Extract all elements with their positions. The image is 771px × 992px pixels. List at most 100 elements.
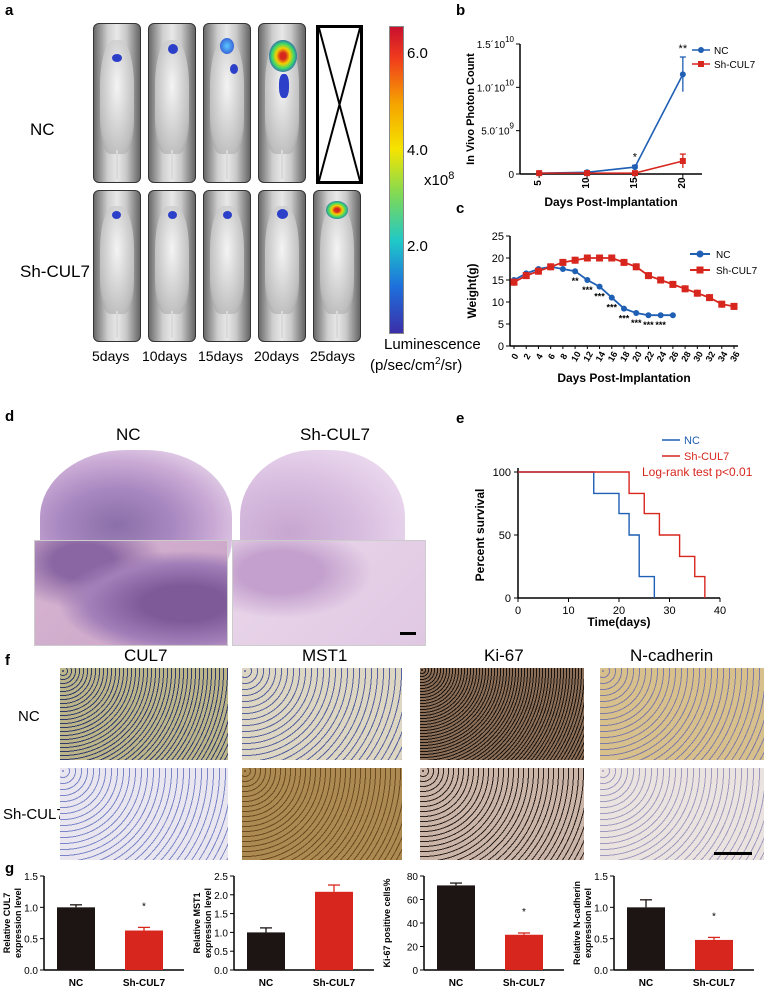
- mouse-image-sh-10days: [148, 190, 196, 342]
- ihc-nc-mst1: [242, 668, 402, 760]
- ihc-nc-ncadherin: [600, 668, 764, 760]
- y-axis-label-1: Relative MST1: [192, 892, 202, 953]
- colorbar-scale: x108: [424, 170, 454, 189]
- data-point: [632, 263, 640, 271]
- x-tick-label: 15: [629, 177, 640, 189]
- significance-mark: ***: [607, 303, 618, 313]
- x-tick-label: 8: [558, 352, 569, 361]
- colorbar-tick-4: 4.0: [407, 142, 428, 159]
- data-point: [679, 71, 686, 78]
- ihc-sh-mst1: [242, 768, 402, 860]
- x-tick-label: 28: [679, 350, 693, 364]
- x-tick-label: 40: [714, 605, 726, 617]
- data-point: [730, 302, 738, 310]
- data-point: [657, 276, 665, 284]
- significance-mark: **: [572, 276, 580, 286]
- data-point: [608, 254, 616, 262]
- scale-bar-d: [400, 632, 416, 635]
- panel-label-d: d: [5, 408, 15, 425]
- data-point: [536, 170, 543, 177]
- x-tick-label: 20: [613, 605, 625, 617]
- y-tick-label: 50: [499, 530, 511, 542]
- legend-marker: [696, 266, 704, 274]
- y-tick-label: 1.0: [24, 903, 38, 914]
- y-tick-label: 10: [492, 297, 504, 309]
- row-label-nc: NC: [30, 120, 55, 139]
- x-tick-label: 20: [677, 177, 688, 189]
- x-tick-label: 16: [606, 350, 620, 364]
- survival-curve-0: [518, 471, 656, 598]
- ihc-sh-cul7: [60, 768, 228, 860]
- scale-bar-f: [714, 852, 752, 855]
- data-point: [681, 285, 689, 293]
- significance-mark: *: [142, 901, 146, 912]
- data-point: [571, 256, 579, 264]
- y-tick-label: 0.5: [594, 935, 608, 946]
- colorbar-title-part2: /sr): [440, 357, 463, 374]
- x-tick-label: 30: [691, 350, 705, 364]
- significance-mark: *: [633, 151, 638, 163]
- y-tick-label: 20: [407, 943, 419, 954]
- legend-label: Sh-CUL7: [684, 451, 729, 463]
- mouse-image-nc-15days: [203, 23, 251, 183]
- x-tick-label: 12: [581, 350, 595, 364]
- day-label-20: 20days: [254, 348, 300, 364]
- colorbar-title-line2: (p/sec/cm2/sr): [370, 356, 462, 374]
- row-label-sh-cul7: Sh-CUL7: [20, 262, 90, 281]
- significance-mark: ***: [643, 320, 654, 330]
- y-axis-label: Weight(g): [465, 263, 479, 318]
- mouse-image-nc-5days: [93, 23, 141, 183]
- y-tick-label: 5.0´109: [481, 122, 514, 138]
- y-tick-label: 1.5: [214, 910, 228, 921]
- y-tick-label: 0.0: [594, 966, 608, 977]
- mouse-image-sh-15days: [203, 190, 251, 342]
- x-tick-label: 6: [546, 352, 557, 361]
- ihc-col-ki67: Ki-67: [484, 646, 524, 665]
- panel-label-e: e: [456, 410, 465, 427]
- y-tick-label: 2.0: [214, 891, 228, 902]
- data-point: [584, 170, 591, 177]
- x-tick-label: 32: [704, 350, 718, 364]
- histology-title-nc: NC: [116, 425, 141, 444]
- y-tick-label: 0.0: [214, 966, 228, 977]
- data-point: [584, 277, 591, 283]
- data-point: [534, 267, 542, 275]
- y-axis-label-1: Relative CUL7: [2, 893, 12, 954]
- x-tick-label: 22: [642, 350, 656, 364]
- data-point: [596, 254, 604, 262]
- ihc-row-sh-cul7: Sh-CUL7: [3, 806, 65, 823]
- y-axis-label-2: expression level: [583, 888, 593, 958]
- y-tick-label: 0: [505, 593, 511, 605]
- panel-label-a: a: [5, 2, 14, 19]
- x-tick-label: 5: [533, 180, 544, 186]
- colorbar-tick-2: 2.0: [407, 238, 428, 255]
- y-axis-label-1: Ki-67 positive cells%: [382, 878, 392, 967]
- x-tick-label: 4: [534, 352, 545, 361]
- data-point: [631, 164, 638, 171]
- y-tick-label: 1.5´1010: [477, 35, 515, 51]
- x-tick-label: 24: [655, 350, 669, 364]
- mouse-image-sh-25days: [313, 190, 361, 342]
- survival-curve-1: [518, 471, 706, 598]
- significance-mark: *: [522, 907, 526, 918]
- x-tick-label: NC: [449, 978, 463, 989]
- bar-NC: [247, 932, 285, 970]
- y-axis-label: Percent survival: [473, 489, 487, 582]
- y-tick-label: 2.5: [214, 872, 228, 883]
- ihc-nc-cul7: [60, 668, 228, 760]
- colorbar-title-part1: (p/sec/cm: [370, 357, 436, 374]
- histology-zoom-nc: [34, 540, 228, 646]
- data-point: [669, 280, 677, 288]
- colorbar-title-sup: 2: [435, 356, 441, 367]
- ihc-col-ncadherin: N-cadherin: [630, 646, 714, 665]
- x-tick-label: 30: [663, 605, 675, 617]
- y-tick-label: 25: [492, 231, 504, 243]
- x-tick-label: Sh-CUL7: [503, 978, 546, 989]
- y-tick-label: 0: [508, 170, 514, 181]
- panel-label-g: g: [5, 860, 15, 877]
- significance-mark: ***: [655, 320, 666, 330]
- y-tick-label: 0.5: [24, 935, 38, 946]
- x-tick-label: Sh-CUL7: [313, 978, 356, 989]
